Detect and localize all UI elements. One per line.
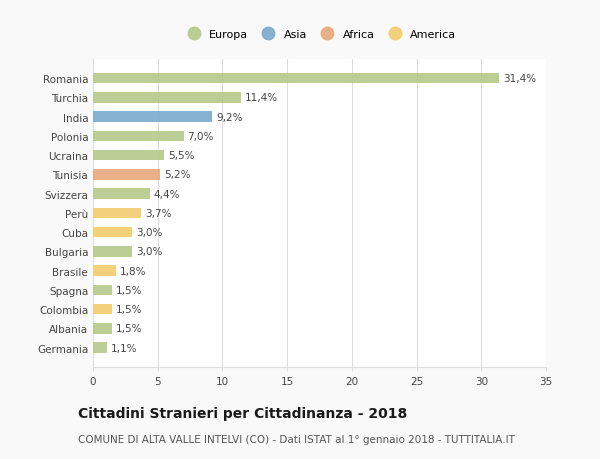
Bar	[93, 343, 107, 353]
Text: 3,0%: 3,0%	[136, 247, 162, 257]
Text: 9,2%: 9,2%	[216, 112, 242, 123]
Text: 4,4%: 4,4%	[154, 189, 181, 199]
Bar	[93, 324, 112, 334]
Bar	[93, 93, 241, 103]
Bar	[93, 266, 116, 276]
Bar	[93, 170, 160, 180]
Text: COMUNE DI ALTA VALLE INTELVI (CO) - Dati ISTAT al 1° gennaio 2018 - TUTTITALIA.I: COMUNE DI ALTA VALLE INTELVI (CO) - Dati…	[78, 434, 515, 444]
Bar	[93, 227, 132, 238]
Bar	[93, 246, 132, 257]
Text: Cittadini Stranieri per Cittadinanza - 2018: Cittadini Stranieri per Cittadinanza - 2…	[78, 406, 407, 420]
Text: 1,5%: 1,5%	[116, 304, 143, 314]
Text: 7,0%: 7,0%	[187, 132, 214, 141]
Legend: Europa, Asia, Africa, America: Europa, Asia, Africa, America	[178, 25, 461, 44]
Text: 1,8%: 1,8%	[120, 266, 146, 276]
Text: 11,4%: 11,4%	[244, 93, 278, 103]
Bar	[93, 208, 141, 219]
Text: 31,4%: 31,4%	[503, 74, 536, 84]
Bar	[93, 131, 184, 142]
Bar	[93, 304, 112, 315]
Bar	[93, 112, 212, 123]
Text: 1,5%: 1,5%	[116, 285, 143, 295]
Text: 3,0%: 3,0%	[136, 228, 162, 238]
Bar	[93, 73, 499, 84]
Text: 3,7%: 3,7%	[145, 208, 171, 218]
Bar	[93, 189, 150, 200]
Bar	[93, 151, 164, 161]
Bar	[93, 285, 112, 296]
Text: 1,1%: 1,1%	[111, 343, 137, 353]
Text: 1,5%: 1,5%	[116, 324, 143, 334]
Text: 5,5%: 5,5%	[168, 151, 194, 161]
Text: 5,2%: 5,2%	[164, 170, 191, 180]
